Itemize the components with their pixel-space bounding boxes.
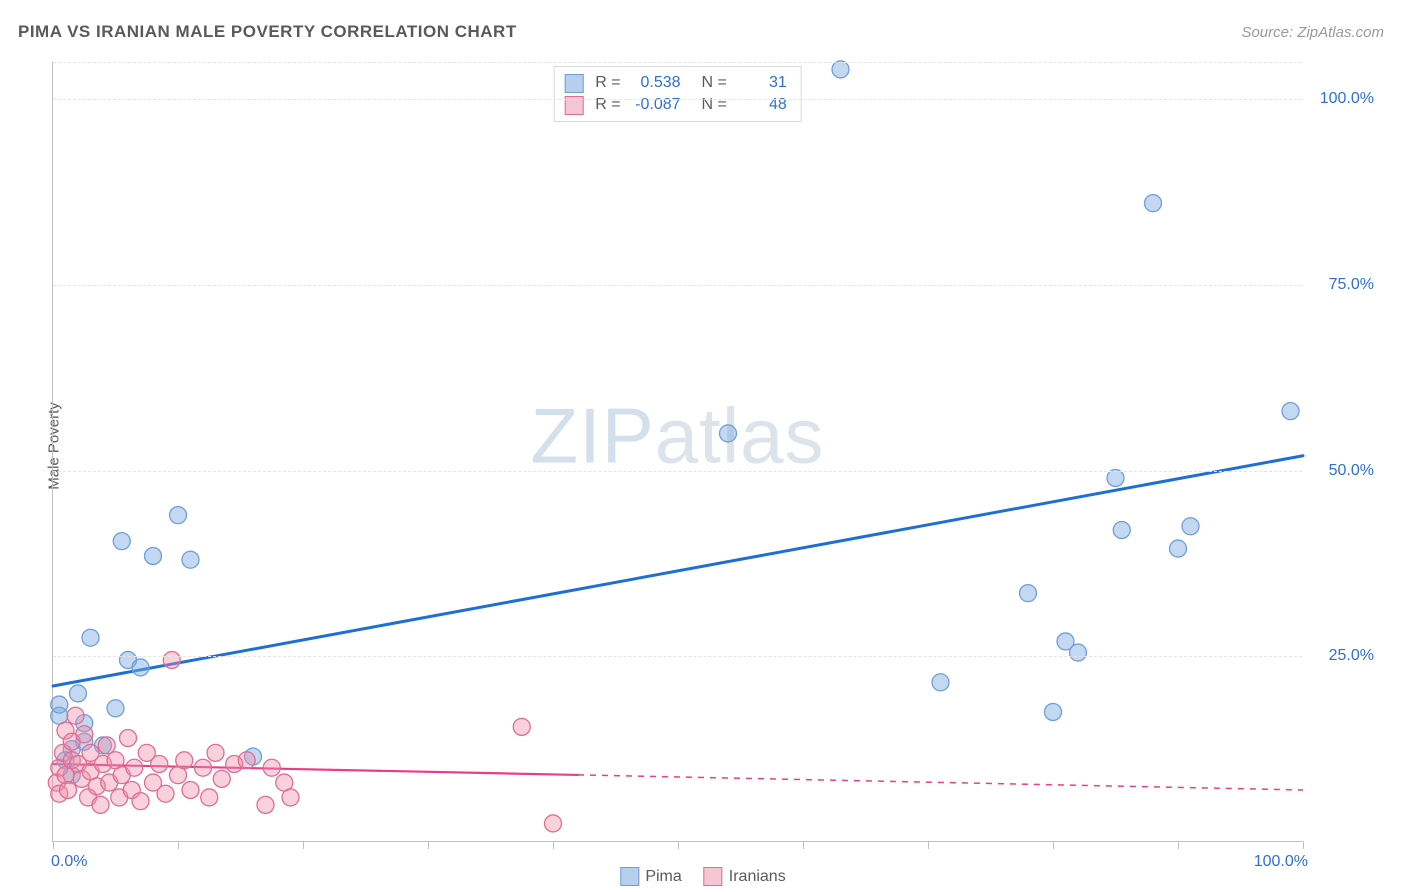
legend-item-pima: Pima (620, 867, 681, 886)
plot-area: ZIPatlas R = 0.538 N = 31 R = -0.087 N =… (52, 62, 1302, 842)
legend-item-iranians: Iranians (704, 867, 786, 886)
legend-series: Pima Iranians (620, 867, 785, 886)
legend-label: Iranians (729, 868, 786, 886)
chart-title: PIMA VS IRANIAN MALE POVERTY CORRELATION… (18, 22, 517, 42)
y-tick-label: 50.0% (1329, 462, 1374, 480)
legend-label: Pima (645, 868, 681, 886)
plot-svg (53, 62, 1302, 841)
x-tick-label: 0.0% (51, 853, 87, 871)
legend-swatch-pima (620, 867, 639, 886)
source-attribution: Source: ZipAtlas.com (1241, 24, 1384, 41)
y-tick-label: 25.0% (1329, 647, 1374, 665)
x-tick-label: 100.0% (1254, 853, 1308, 871)
y-tick-label: 100.0% (1320, 90, 1374, 108)
y-tick-label: 75.0% (1329, 276, 1374, 294)
legend-swatch-iranians (704, 867, 723, 886)
